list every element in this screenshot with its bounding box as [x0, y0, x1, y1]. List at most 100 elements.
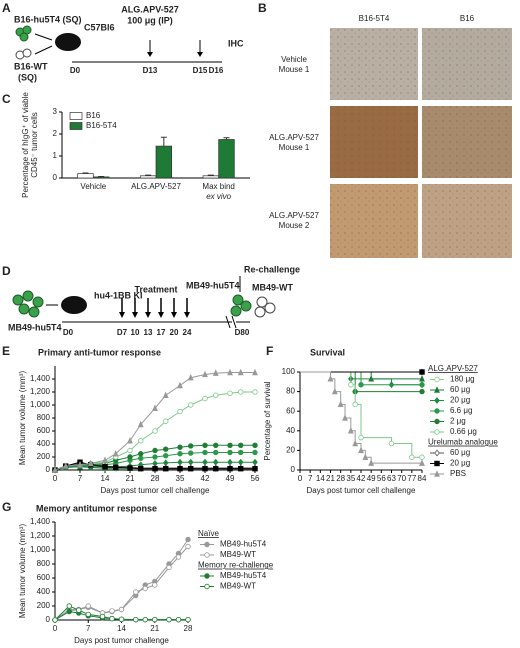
data-point	[152, 582, 158, 588]
timeline-label: D16	[209, 66, 224, 75]
cell-icon	[232, 294, 244, 306]
x-tick-label: 7	[86, 624, 91, 633]
y-tick-label: 800	[37, 413, 51, 422]
y-axis-label: Percentage of hIgG⁺ of viable	[21, 92, 30, 198]
column-label: B16-5T4	[359, 14, 390, 23]
data-point	[227, 390, 233, 396]
data-point	[388, 440, 395, 447]
legend-heading: Memory re-challenge	[198, 561, 274, 570]
y-tick-label: 3	[53, 107, 58, 116]
treatment-arrow-head	[184, 312, 190, 318]
timeline-label: D0	[63, 328, 74, 337]
data-point	[252, 458, 258, 466]
y-tick-label: 1,400	[30, 517, 51, 526]
data-point	[358, 382, 364, 388]
y-tick-label: 200	[37, 601, 51, 610]
data-point	[188, 443, 194, 449]
data-point	[434, 397, 440, 404]
data-point	[163, 453, 169, 459]
chart-title: Primary anti-tumor response	[38, 347, 161, 357]
data-point	[352, 439, 359, 447]
x-tick-label: 7	[78, 474, 83, 483]
timeline-label: D7	[117, 328, 128, 337]
data-point	[202, 442, 208, 448]
data-point	[204, 583, 210, 590]
y-tick-label: 200	[37, 452, 51, 461]
x-tick-label: 77	[407, 474, 416, 483]
arrow-head	[147, 52, 203, 57]
data-point	[177, 465, 183, 472]
data-point	[166, 616, 172, 623]
data-point	[204, 552, 210, 558]
ihc-texture	[422, 106, 512, 178]
legend-label: 180 μg	[450, 375, 475, 384]
y-tick-label: 2	[53, 129, 58, 138]
tumor-label: B16-WT	[14, 61, 48, 71]
y-tick-label: 600	[37, 573, 51, 582]
y-tick-label: 60	[286, 406, 295, 415]
chart-title: Memory antitumor response	[36, 503, 157, 513]
data-point	[52, 617, 58, 623]
timeline-label: 17	[157, 328, 166, 337]
survival-step	[300, 371, 352, 379]
timeline-label: D15	[193, 66, 208, 75]
x-tick-label: 84	[418, 474, 427, 483]
data-point	[362, 453, 369, 460]
x-tick-label: 42	[201, 474, 210, 483]
data-point	[331, 387, 338, 395]
cell-icon	[32, 296, 44, 308]
cell-icon	[230, 305, 242, 317]
y-axis-label: Percentage of survival	[263, 381, 272, 460]
data-point	[238, 465, 244, 472]
data-point	[85, 603, 91, 609]
data-point	[238, 449, 244, 456]
tumor-label: B16-hu5T4 (SQ)	[14, 14, 82, 24]
y-tick-label: 20	[286, 446, 295, 455]
y-axis-label: Mean tumor volume (mm³)	[18, 524, 27, 619]
error-bar	[160, 136, 167, 147]
y-tick-label: 0	[46, 465, 51, 474]
row-label: ALG.APV-527	[269, 133, 319, 142]
data-point	[419, 388, 425, 395]
data-point	[127, 465, 133, 471]
data-point	[434, 376, 440, 383]
column-label: B16	[460, 14, 475, 23]
data-point	[112, 449, 119, 457]
survival-step	[355, 403, 362, 438]
data-point	[237, 458, 244, 466]
row-label: Mouse 2	[279, 221, 310, 230]
data-point	[238, 389, 244, 395]
data-point	[138, 451, 144, 457]
data-point	[342, 414, 348, 421]
panel-label: B	[258, 1, 267, 15]
data-point	[138, 438, 144, 444]
bar	[92, 176, 110, 179]
ihc-texture	[422, 28, 512, 100]
data-point	[127, 447, 133, 454]
rechallenge-label: Re-challenge	[244, 264, 300, 274]
panel-label: G	[2, 500, 11, 514]
data-point	[185, 536, 191, 543]
y-tick-label: 800	[37, 559, 51, 568]
panel-label: E	[2, 344, 10, 358]
legend-heading: Naïve	[198, 529, 219, 538]
data-point	[99, 613, 106, 620]
timeline-label: 20	[170, 328, 179, 337]
x-tick-label: 28	[336, 474, 345, 483]
x-tick-label: Vehicle	[80, 182, 106, 191]
data-point	[77, 461, 83, 468]
y-tick-label: 100	[282, 367, 296, 376]
data-point	[185, 616, 191, 623]
y-tick-label: 0	[53, 173, 58, 182]
data-point	[142, 616, 148, 623]
data-point	[419, 454, 425, 460]
x-tick-label: 7	[308, 474, 313, 483]
data-point	[152, 454, 158, 460]
x-tick-label: 35	[346, 474, 355, 483]
data-point	[419, 459, 425, 466]
data-point	[252, 465, 258, 472]
x-axis-label: Days post tumor cell challenge	[101, 486, 210, 495]
legend-label: 0.66 μg	[450, 427, 477, 436]
data-point	[409, 454, 415, 460]
readout-label: IHC	[228, 38, 244, 48]
